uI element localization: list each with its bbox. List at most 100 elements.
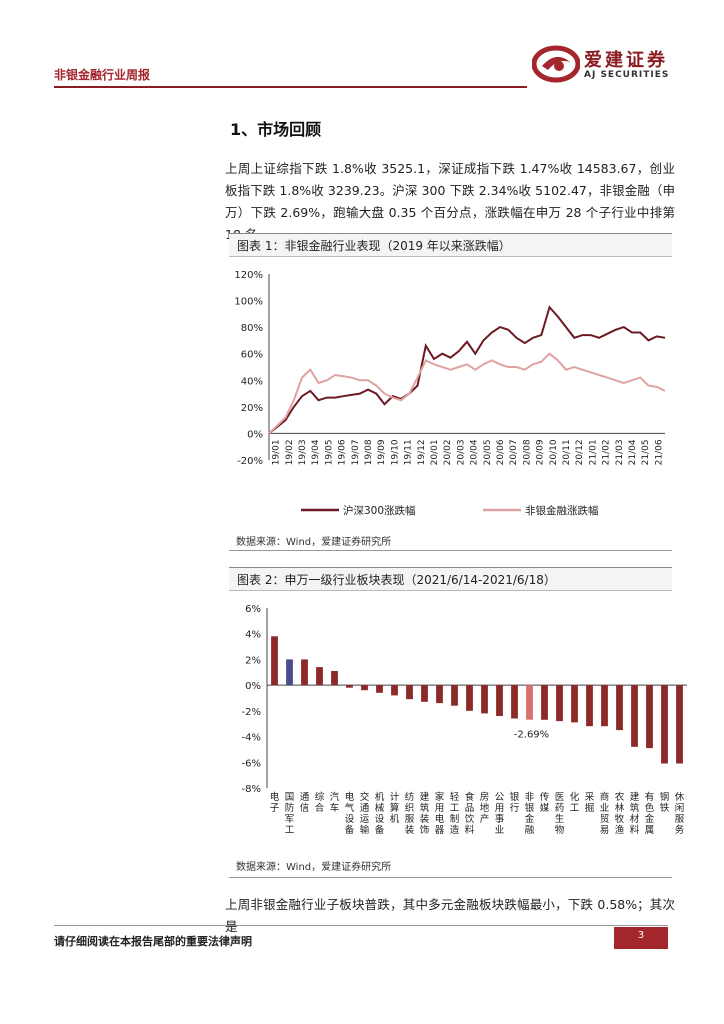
x-tick-label: 19/06 [338,439,348,465]
legend-label-hs300: 沪深300涨跌幅 [343,504,416,517]
figure1-title: 图表 1：非银金融行业表现（2019 年以来涨跌幅） [229,233,672,257]
x-category-label: 通信 [300,792,310,814]
x-tick-label: 19/08 [364,439,374,465]
bar-传媒 [541,685,548,720]
section-heading: 1、市场回顾 [230,120,322,139]
bar-房地产 [481,685,488,714]
x-tick-label: 21/03 [615,439,625,465]
bar-国防军工 [286,659,293,686]
bar-电子 [271,636,278,686]
x-category-label: 采掘 [585,792,595,814]
bar-通信 [301,659,308,686]
x-tick-label: 20/04 [470,439,480,465]
logo-mark-icon [531,45,581,83]
header-divider [54,86,527,88]
x-tick-label: 21/02 [602,439,612,465]
bar-化工 [571,685,578,723]
x-tick-label: 20/09 [536,439,546,465]
x-category-label: 传媒 [540,791,550,814]
x-category-label: 银行 [510,791,520,814]
x-tick-label: 20/05 [483,439,493,465]
y-tick-label: -2% [242,707,261,718]
bar-有色金属 [646,685,653,749]
y-tick-label: 120% [234,270,263,281]
figure2-bottom-rule [229,877,672,878]
x-tick-label: 21/01 [588,439,598,465]
x-category-label: 钢铁 [660,791,670,814]
figure1-bottom-rule [229,550,672,551]
x-tick-label: 21/04 [628,439,638,465]
bar-交通运输 [361,685,368,691]
x-category-label: 家用电器 [435,791,445,836]
bar-休闲服务 [676,685,683,764]
x-tick-label: 19/05 [324,439,334,465]
x-tick-label: 19/03 [298,439,308,465]
y-tick-label: 0% [245,681,261,692]
x-category-label: 食品饮料 [465,791,475,836]
x-tick-label: 20/02 [443,439,453,465]
bar-纺织服装 [406,685,413,700]
x-category-label: 房地产 [480,791,490,825]
bar-非银金融 [526,685,533,720]
x-category-label: 化工 [570,791,580,814]
y-tick-label: -8% [242,784,261,795]
x-category-label: 有色金属 [645,791,655,836]
x-tick-label: 20/03 [456,439,466,465]
bar-商业贸易 [601,685,608,727]
y-tick-label: 2% [245,655,261,666]
bar-采掘 [586,685,593,727]
x-category-label: 建筑材料 [630,791,640,836]
series-line-2 [268,352,666,435]
x-tick-label: 19/12 [417,439,427,465]
y-tick-label: -4% [242,733,261,744]
figure2-title: 图表 2：申万一级行业板块表现（2021/6/14-2021/6/18） [229,567,672,591]
x-category-label: 汽车 [330,791,340,814]
x-category-label: 建筑装饰 [420,791,430,836]
x-tick-label: 19/09 [377,439,387,465]
legend-label-nonbank: 非银金融涨跌幅 [525,504,599,517]
y-tick-label: 80% [241,323,263,334]
x-tick-label: 19/02 [285,439,295,465]
x-category-label: 非银金融 [525,791,535,836]
y-tick-label: 100% [234,297,263,308]
x-tick-label: 19/07 [351,439,361,465]
bar-公用事业 [496,685,503,716]
y-tick-label: 20% [241,403,263,414]
report-title: 非银金融行业周报 [54,68,151,82]
series-line-1 [268,305,666,435]
x-tick-label: 20/11 [562,439,572,465]
bar-chart: 6% 4% 2% 0% -2% -4% -6% -8% 电子国防军工通信综合汽车电气设备交通运输… [242,604,687,836]
x-category-label: 机械设备 [375,791,385,836]
bar-食品饮料 [466,685,473,711]
line-chart: 120%100%80%60%40%20%0%-20% 19/01 19/02 19/0… [234,270,666,517]
x-category-label: 综合 [315,791,325,814]
bar-计算机 [391,685,398,696]
bar-汽车 [331,671,338,686]
x-category-label: 休闲服务 [675,791,685,836]
x-tick-label: 20/08 [522,439,532,465]
bar-轻工制造 [451,685,458,706]
logo-text-en: AJ SECURITIES [584,70,670,80]
x-category-label: 公用事业 [495,792,505,836]
company-logo: 爱建证券 AJ SECURITIES [531,44,692,88]
intro-paragraph: 上周上证综指下跌 1.8%收 3525.1，深证成指下跌 1.47%收 1458… [225,161,675,242]
x-category-label: 医药生物 [555,792,565,836]
bar-银行 [511,685,518,719]
bar-家用电器 [436,685,443,704]
x-category-label: 国防军工 [285,792,295,836]
x-tick-label: 20/07 [509,439,519,465]
x-category-label: 计算机 [390,791,400,825]
bar-农林牧渔 [616,685,623,731]
bar-电气设备 [346,685,353,688]
y-tick-label: 6% [245,604,261,615]
figure1-source: 数据来源：Wind，爱建证券研究所 [236,537,392,548]
x-category-label: 电子 [270,791,280,814]
y-tick-label: 60% [241,350,263,361]
bar-data-label: -2.69% [514,730,549,741]
x-category-label: 电气设备 [345,791,355,836]
x-tick-label: 19/01 [272,439,282,465]
x-tick-label: 20/01 [430,439,440,465]
x-category-label: 纺织服装 [405,791,415,836]
x-category-label: 商业贸易 [600,791,610,836]
footer-divider [54,925,668,926]
